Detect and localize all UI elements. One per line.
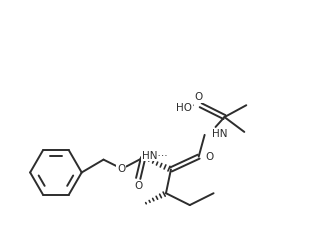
Text: O: O: [134, 181, 142, 191]
Text: HN: HN: [212, 129, 227, 139]
Text: O: O: [195, 92, 203, 102]
Text: O: O: [117, 164, 126, 174]
Text: O: O: [206, 152, 214, 162]
Text: HN···: HN···: [142, 151, 168, 161]
Text: HO: HO: [176, 103, 192, 113]
